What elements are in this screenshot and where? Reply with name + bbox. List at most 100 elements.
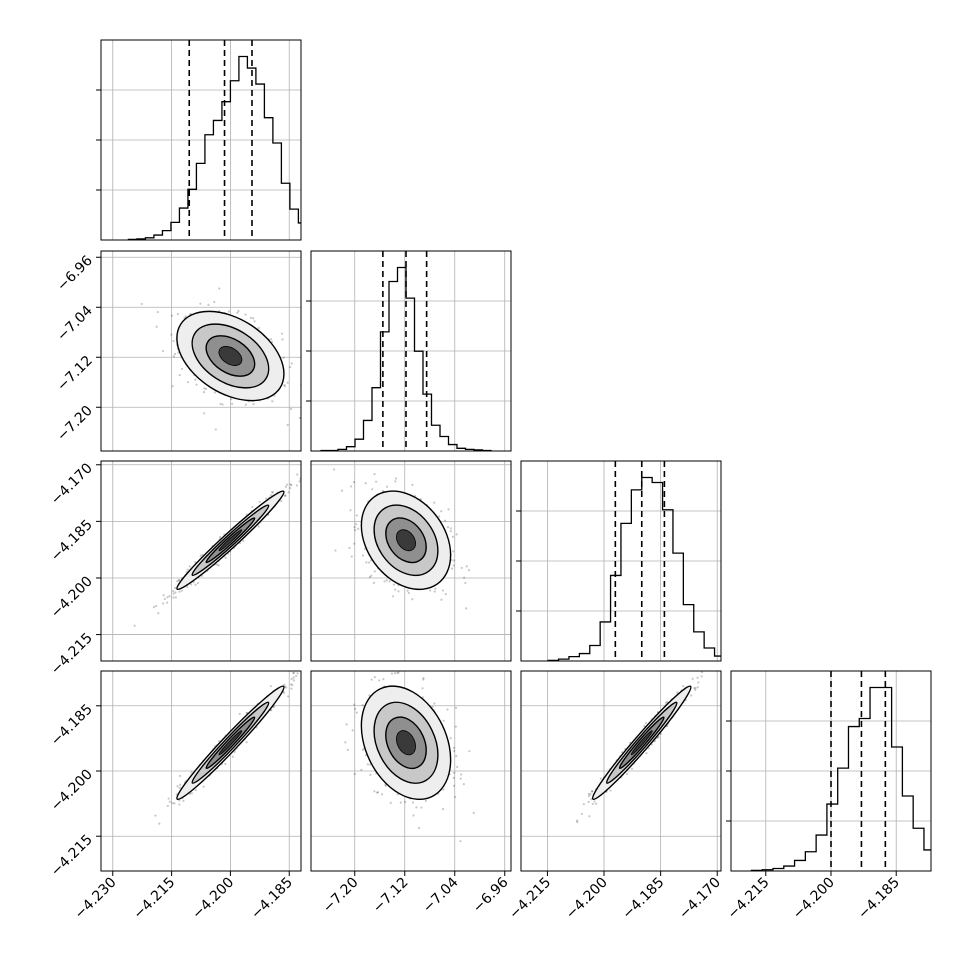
scatter-point xyxy=(446,708,449,711)
scatter-point xyxy=(349,509,352,512)
axes-frame xyxy=(100,460,302,662)
x-tick-label: −7.20 xyxy=(320,875,362,917)
scatter-point xyxy=(178,786,181,790)
histogram-panel-0 xyxy=(96,39,302,241)
histogram-step xyxy=(750,686,931,871)
scatter-point xyxy=(269,685,272,688)
scatter-point xyxy=(433,501,436,504)
scatter-point xyxy=(292,671,296,674)
axes-frame xyxy=(310,670,512,872)
scatter-point xyxy=(340,489,344,492)
scatter-point xyxy=(587,792,590,795)
scatter-point xyxy=(281,338,284,341)
scatter-point xyxy=(172,596,175,599)
scatter-point xyxy=(422,678,425,681)
scatter-point xyxy=(213,391,216,394)
x-tick-label: −4.200 xyxy=(790,875,838,923)
scatter-point xyxy=(399,801,402,804)
scatter-point xyxy=(270,494,273,497)
y-tick-label: −4.200 xyxy=(48,767,96,815)
scatter-point xyxy=(453,784,456,787)
density-panel-2-0: −4.215 −4.200 −4.185 −4.170 xyxy=(48,460,302,678)
axes-frame xyxy=(100,39,302,241)
scatter-point xyxy=(397,590,400,593)
scatter-point xyxy=(375,480,378,483)
scatter-point xyxy=(161,349,165,353)
scatter-point xyxy=(467,569,471,572)
scatter-point xyxy=(344,741,347,744)
scatter-point xyxy=(182,799,185,803)
scatter-point xyxy=(224,556,227,559)
contour-level xyxy=(218,529,243,552)
scatter-point xyxy=(265,497,268,500)
scatter-point xyxy=(576,820,579,824)
axes-frame xyxy=(310,460,512,662)
scatter-point xyxy=(199,302,202,305)
scatter-point xyxy=(172,592,175,595)
scatter-point xyxy=(194,789,197,792)
scatter-point xyxy=(219,402,222,406)
scatter-point xyxy=(218,287,221,290)
scatter-point xyxy=(361,748,364,752)
scatter-point xyxy=(172,355,175,358)
scatter-point xyxy=(186,381,190,384)
scatter-point xyxy=(694,688,697,692)
scatter-point xyxy=(390,672,394,675)
scatter-point xyxy=(454,795,457,799)
scatter-point xyxy=(444,592,447,596)
scatter-point xyxy=(290,677,293,680)
scatter-point xyxy=(580,812,583,816)
scatter-point xyxy=(298,480,301,483)
scatter-point xyxy=(258,500,261,504)
scatter-point xyxy=(289,483,292,486)
scatter-point xyxy=(392,583,396,586)
scatter-point xyxy=(154,814,157,817)
scatter-point xyxy=(295,674,298,678)
scatter-point xyxy=(446,525,450,529)
density-panel-3-2: −4.215 −4.200 −4.185 −4.170 xyxy=(506,670,724,922)
x-tick-label: −4.215 xyxy=(130,875,178,923)
scatter-point xyxy=(283,383,286,387)
scatter-point xyxy=(283,385,286,388)
scatter-point xyxy=(334,549,337,552)
scatter-point xyxy=(609,789,612,792)
scatter-point xyxy=(289,486,292,490)
scatter-point xyxy=(438,515,441,518)
scatter-point xyxy=(270,338,273,341)
scatter-point xyxy=(194,561,197,564)
scatter-point xyxy=(452,746,456,749)
scatter-point xyxy=(353,703,356,706)
scatter-point xyxy=(644,722,648,725)
scatter-point xyxy=(238,712,241,715)
scatter-point xyxy=(199,554,202,557)
scatter-point xyxy=(292,671,295,675)
scatter-point xyxy=(378,679,381,682)
scatter-point xyxy=(452,550,455,553)
scatter-point xyxy=(472,811,475,814)
scatter-point xyxy=(173,352,177,356)
scatter-point xyxy=(630,767,634,770)
scatter-point xyxy=(422,677,425,680)
scatter-point xyxy=(587,800,590,804)
scatter-point xyxy=(666,700,669,704)
y-tick-label: −6.96 xyxy=(54,253,96,295)
scatter-point xyxy=(370,574,373,577)
scatter-point xyxy=(173,802,176,805)
scatter-point xyxy=(283,683,286,686)
y-tick-label: −4.215 xyxy=(48,630,96,678)
contour-level xyxy=(396,529,416,552)
scatter-point xyxy=(369,763,372,766)
scatter-point xyxy=(452,564,455,567)
scatter-point xyxy=(455,755,458,758)
scatter-point xyxy=(158,822,161,825)
scatter-point xyxy=(373,790,376,793)
scatter-point xyxy=(588,815,591,818)
scatter-point xyxy=(152,606,156,609)
density-panel-1-0: −7.20 −7.12 −7.04 −6.96 xyxy=(54,250,302,452)
density-panel-2-1 xyxy=(310,460,512,662)
scatter-point xyxy=(178,590,181,593)
scatter-point xyxy=(391,595,395,598)
scatter-point xyxy=(176,312,179,316)
scatter-point xyxy=(352,481,356,484)
scatter-point xyxy=(376,791,379,794)
